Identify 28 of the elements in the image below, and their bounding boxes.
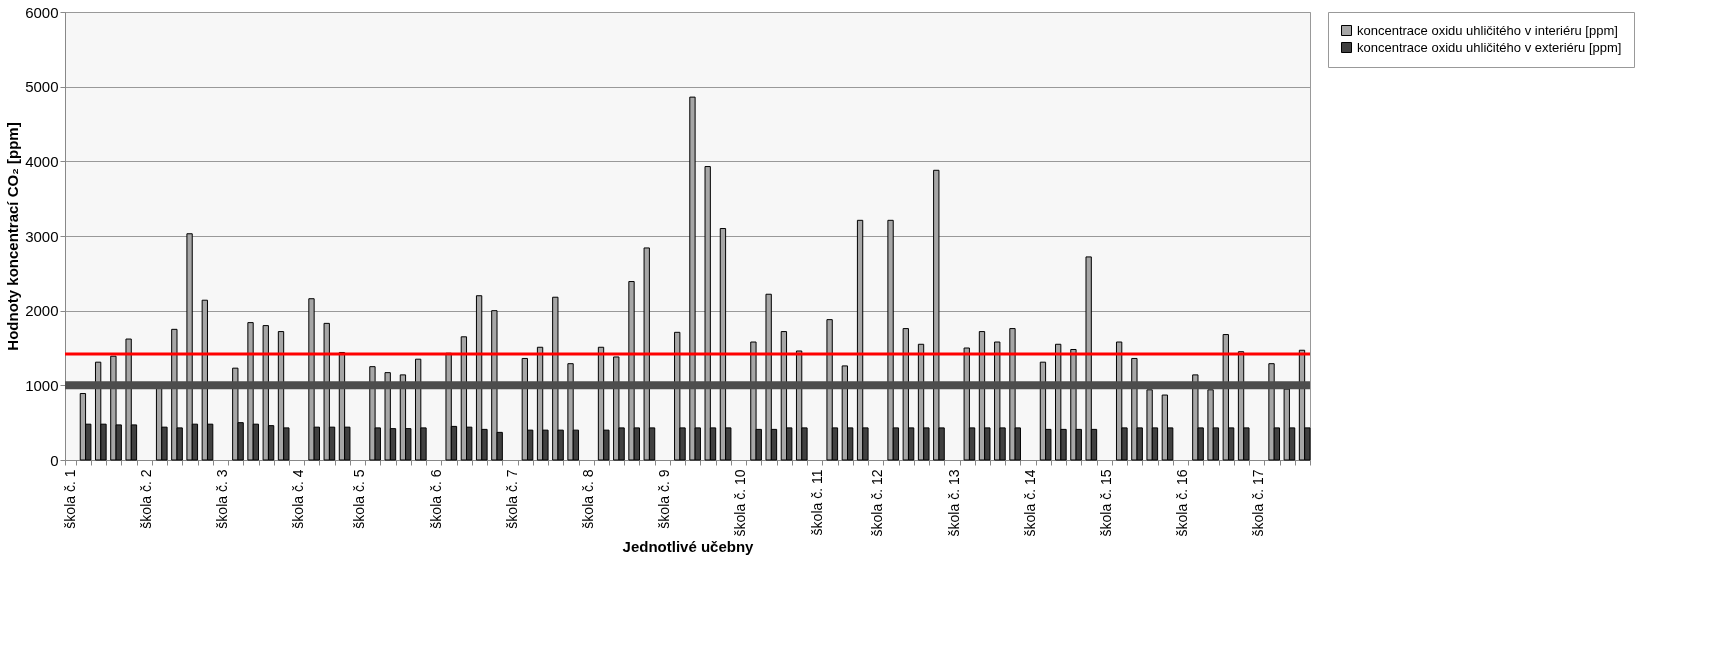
y-tick-label: 2000: [25, 302, 59, 320]
x-tick-label: škola č. 12: [869, 469, 886, 537]
x-tick-label: škola č. 6: [427, 469, 444, 529]
y-tick-label: 1000: [25, 376, 59, 394]
legend-label: koncentrace oxidu uhličitého v interiéru [ppm]: [1357, 22, 1618, 38]
x-tick-label: škola č. 1: [61, 469, 78, 529]
y-tick-label: 3000: [25, 227, 59, 245]
x-tick-label: škola č. 5: [351, 469, 368, 529]
x-axis-title: Jednotlivé učebny: [622, 538, 755, 556]
x-tick-label: škola č. 17: [1250, 469, 1267, 537]
x-tick-label: škola č. 9: [656, 469, 673, 529]
x-tick-label: škola č. 10: [732, 469, 749, 537]
x-tick-label: škola č. 2: [138, 469, 155, 529]
x-tick-label: škola č. 4: [290, 469, 307, 529]
x-tick-label: škola č. 7: [503, 469, 520, 529]
y-tick-label: 0: [50, 451, 59, 469]
x-tick-label: škola č. 15: [1098, 469, 1115, 537]
x-tick-label: škola č. 14: [1021, 469, 1038, 537]
y-tick-label: 5000: [25, 78, 59, 96]
x-tick-label: škola č. 8: [579, 469, 596, 529]
x-tick-label: škola č. 16: [1174, 469, 1191, 537]
y-tick-label: 6000: [25, 3, 59, 21]
x-tick-label: škola č. 3: [214, 469, 231, 529]
y-axis-title: Hodnoty koncentrací CO₂ [ppm]: [4, 122, 22, 351]
y-tick-label: 4000: [25, 152, 59, 170]
legend-label: koncentrace oxidu uhličitého v exteriéru [ppm]: [1357, 39, 1622, 55]
x-tick-label: škola č. 13: [945, 469, 962, 537]
x-tick-label: škola č. 11: [808, 469, 825, 536]
